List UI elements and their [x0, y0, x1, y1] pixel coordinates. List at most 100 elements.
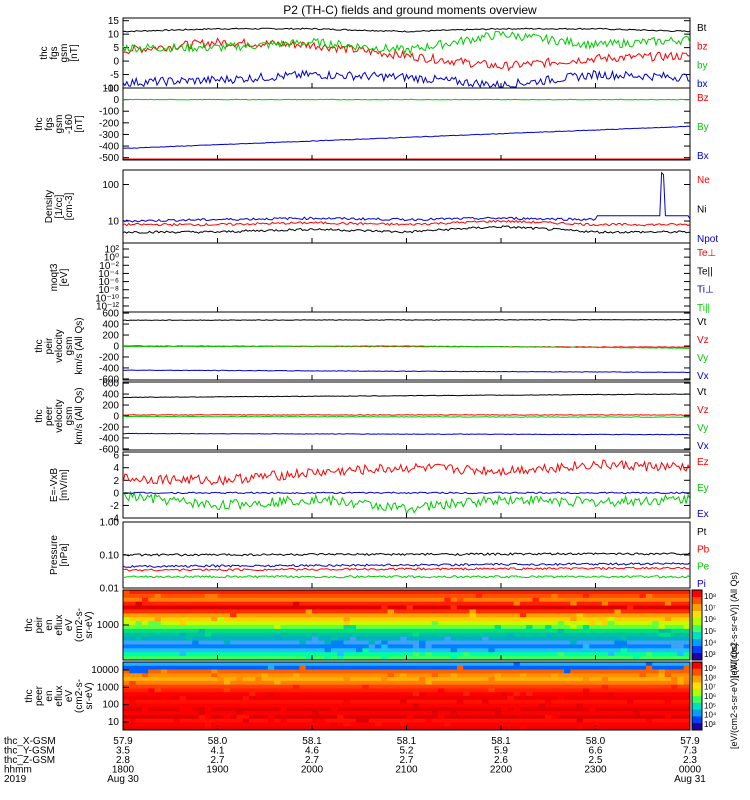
- spectrogram-cell: [179, 632, 187, 638]
- spectrogram-cell: [494, 597, 502, 603]
- spectrogram-cell: [286, 726, 294, 731]
- spectrogram-cell: [129, 711, 136, 716]
- spectrogram-cell: [324, 669, 332, 674]
- spectrogram-cell: [343, 597, 351, 603]
- spectrogram-cell: [526, 656, 533, 661]
- spectrogram-cell: [236, 625, 244, 630]
- spectrogram-cell: [305, 711, 313, 716]
- spectrogram-cell: [217, 707, 225, 712]
- spectrogram-cell: [683, 628, 691, 634]
- spectrogram-cell: [349, 597, 357, 603]
- spectrogram-cell: [154, 711, 162, 716]
- spectrogram-cell: [179, 590, 187, 595]
- spectrogram-cell: [249, 684, 256, 689]
- spectrogram-cell: [431, 680, 439, 686]
- spectrogram-cell: [337, 593, 344, 599]
- spectrogram-cell: [274, 609, 281, 614]
- spectrogram-cell: [236, 617, 244, 622]
- spectrogram-cell: [349, 669, 357, 674]
- spectrogram-cell: [463, 726, 470, 731]
- spectrogram-cell: [129, 699, 136, 704]
- spectrogram-cell: [381, 711, 388, 716]
- spectrogram-cell: [645, 699, 653, 704]
- spectrogram-cell: [463, 601, 470, 606]
- spectrogram-cell: [526, 590, 533, 595]
- spectrogram-cell: [129, 601, 136, 606]
- spectrogram-cell: [211, 677, 218, 682]
- spectrogram-cell: [627, 590, 634, 595]
- spectrogram-cell: [620, 625, 628, 630]
- spectrogram-cell: [154, 640, 162, 645]
- spectrogram-cell: [318, 593, 325, 599]
- spectrogram-cell: [186, 597, 193, 603]
- spectrogram-cell: [658, 711, 666, 716]
- spectrogram-cell: [475, 652, 483, 657]
- spectrogram-cell: [242, 662, 250, 667]
- spectrogram-cell: [425, 703, 433, 708]
- spectrogram-cell: [425, 628, 433, 634]
- spectrogram-cell: [337, 665, 344, 670]
- spectrogram-cell: [267, 703, 275, 708]
- spectrogram-cell: [186, 628, 193, 634]
- spectrogram-cell: [267, 590, 275, 595]
- spectrogram-cell: [438, 665, 445, 670]
- spectrogram-cell: [123, 632, 130, 638]
- spectrogram-cell: [412, 601, 420, 606]
- spectrogram-cell: [249, 688, 256, 693]
- spectrogram-cell: [129, 605, 136, 610]
- spectrogram-cell: [614, 703, 622, 708]
- spectrogram-cell: [406, 632, 414, 638]
- spectrogram-cell: [267, 625, 275, 630]
- series-npot: [122, 171, 691, 223]
- spectrogram-cell: [198, 605, 206, 610]
- spectrogram-cell: [167, 644, 174, 649]
- spectrogram-cell: [249, 621, 256, 626]
- spectrogram-cell: [469, 593, 477, 599]
- spectrogram-cell: [582, 625, 590, 630]
- spectrogram-cell: [582, 680, 590, 686]
- spectrogram-cell: [393, 597, 401, 603]
- spectrogram-cell: [330, 703, 338, 708]
- legend-ey: Ey: [697, 483, 709, 494]
- spectrogram-cell: [381, 699, 388, 704]
- spectrogram-cell: [639, 628, 647, 634]
- spectrogram-cell: [532, 707, 540, 712]
- spectrogram-cell: [286, 621, 294, 626]
- spectrogram-cell: [463, 605, 470, 610]
- spectrogram-cell: [154, 652, 162, 657]
- spectrogram-cell: [167, 656, 174, 661]
- spectrogram-cell: [564, 718, 571, 723]
- spectrogram-cell: [236, 597, 244, 603]
- spectrogram-cell: [293, 688, 300, 693]
- spectrogram-cell: [406, 617, 414, 622]
- spectrogram-cell: [223, 656, 231, 661]
- spectrogram-cell: [286, 699, 294, 704]
- colorbar-segment: [692, 653, 702, 661]
- spectrogram-cell: [576, 699, 584, 704]
- spectrogram-cell: [671, 684, 678, 689]
- spectrogram-cell: [362, 609, 370, 614]
- panel-ylabel: thc: [34, 339, 45, 352]
- spectrogram-cell: [349, 656, 357, 661]
- spectrogram-cell: [381, 703, 388, 708]
- spectrogram-cell: [608, 605, 615, 610]
- spectrogram-cell: [312, 688, 319, 693]
- spectrogram-cell: [469, 726, 477, 731]
- spectrogram-cell: [475, 726, 483, 731]
- spectrogram-cell: [280, 617, 288, 622]
- spectrogram-cell: [141, 640, 149, 645]
- spectrogram-cell: [425, 648, 433, 653]
- spectrogram-cell: [633, 696, 640, 701]
- spectrogram-cell: [582, 662, 590, 667]
- ytick-label: 10⁻⁶: [98, 277, 119, 288]
- series-bt: [122, 27, 691, 33]
- spectrogram-cell: [330, 632, 338, 638]
- spectrogram-cell: [570, 636, 577, 641]
- spectrogram-cell: [677, 718, 685, 723]
- spectrogram-cell: [381, 677, 388, 682]
- spectrogram-cell: [532, 673, 540, 678]
- spectrogram-cell: [330, 609, 338, 614]
- spectrogram-cell: [475, 617, 483, 622]
- spectrogram-cell: [343, 718, 351, 723]
- spectrogram-cell: [532, 636, 540, 641]
